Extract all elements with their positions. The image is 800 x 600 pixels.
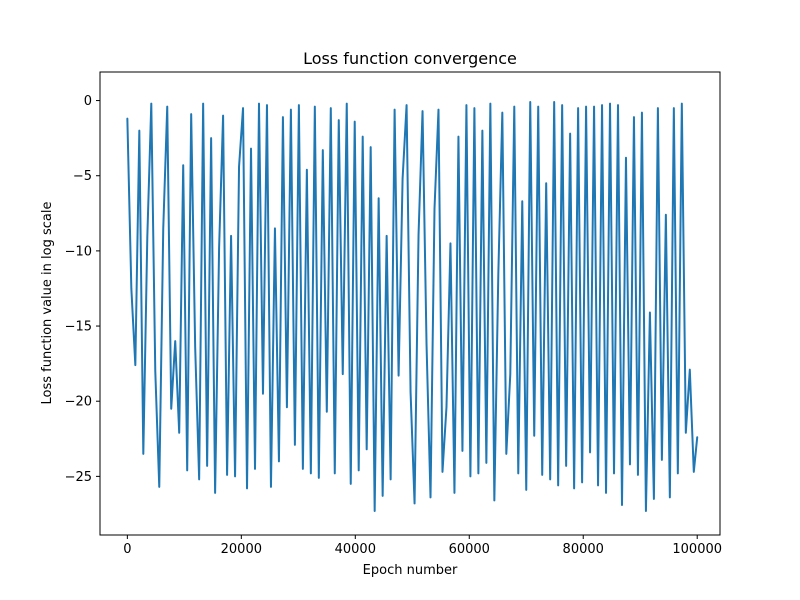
x-tick-label: 80000 <box>563 542 604 557</box>
y-tick-label: −10 <box>65 244 92 259</box>
series-line-0 <box>126 101 699 512</box>
x-axis-label: Epoch number <box>363 563 458 578</box>
y-axis: 0 −5 −10 −15 −20 −25 <box>65 94 100 485</box>
x-tick-label: 40000 <box>335 542 376 557</box>
x-tick-label: 60000 <box>449 542 490 557</box>
x-axis: 0 20000 40000 60000 80000 100000 <box>123 535 722 557</box>
y-tick-label: −15 <box>65 320 92 335</box>
x-tick-label: 100000 <box>672 542 722 557</box>
y-tick-label: −20 <box>65 395 92 410</box>
series-layer <box>126 101 699 512</box>
y-axis-label: Loss function value in log scale <box>40 202 55 405</box>
y-tick-label: −25 <box>65 470 92 485</box>
plot-frame <box>99 71 721 536</box>
y-tick-label: −5 <box>73 169 92 184</box>
x-tick-label: 0 <box>123 542 131 557</box>
x-tick-label: 20000 <box>221 542 262 557</box>
y-tick-label: 0 <box>84 94 92 109</box>
chart-title: Loss function convergence <box>303 49 517 68</box>
